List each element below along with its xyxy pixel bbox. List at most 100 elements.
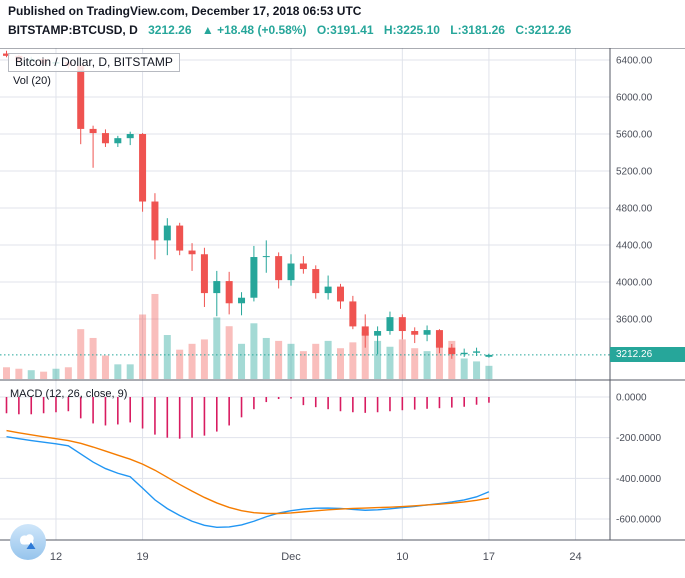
symbol-name[interactable]: BITSTAMP:BTCUSD, D <box>8 23 138 37</box>
volume-bar <box>275 340 283 379</box>
candle-body <box>485 354 493 357</box>
open-value: O:3191.41 <box>316 23 374 37</box>
volume-bar <box>374 340 382 379</box>
macd-line <box>6 435 490 529</box>
candle-body <box>287 263 295 281</box>
close-value: C:3212.26 <box>515 23 572 37</box>
candle-body <box>250 257 258 298</box>
macd-axis-label: 0.0000 <box>616 393 647 404</box>
volume-bar <box>114 364 122 379</box>
volume-bar <box>336 348 344 379</box>
main-series-legend[interactable]: Bitcoin / Dollar, D, BITSTAMP <box>8 53 180 72</box>
candle-body <box>473 351 481 353</box>
tradingview-logo[interactable] <box>10 524 46 560</box>
candle-body <box>448 347 456 355</box>
candle-body <box>324 286 332 294</box>
grid-lines <box>0 48 610 540</box>
volume-bar <box>225 326 233 379</box>
price-axis-label: 4800.00 <box>616 204 653 215</box>
candle-body <box>101 133 109 144</box>
volume-bar <box>361 332 369 379</box>
price-axis-label: 5200.00 <box>616 167 653 178</box>
volume-bar <box>176 349 184 379</box>
time-axis-labels: 12 19 Dec 10 17 24 <box>50 551 582 563</box>
volume-bar <box>3 367 10 379</box>
last-price-value: 3212.26 <box>148 23 192 37</box>
volume-bar <box>15 368 23 379</box>
price-axis-label: 3600.00 <box>616 315 653 326</box>
volume-bar <box>188 343 196 379</box>
macd-histogram <box>5 397 490 439</box>
volume-bar <box>262 337 270 379</box>
volume-bar <box>324 340 332 379</box>
candle-body <box>89 128 97 134</box>
volume-bar <box>299 351 307 379</box>
time-axis-label: 24 <box>569 551 581 563</box>
time-axis-label: Dec <box>281 551 301 563</box>
volume-bar <box>435 343 443 379</box>
candle-body <box>460 352 468 355</box>
published-line: Published on TradingView.com, December 1… <box>8 4 362 18</box>
chart-borders <box>0 48 685 541</box>
macd-axis-label: -400.0000 <box>616 474 661 485</box>
candle-body <box>398 317 406 332</box>
volume-bar <box>163 335 171 379</box>
time-axis-label: 10 <box>396 551 408 563</box>
candle-body <box>262 256 270 258</box>
volume-indicator-legend[interactable]: Vol (20) <box>13 75 51 87</box>
candle-body <box>238 297 246 304</box>
price-axis-label: 6000.00 <box>616 93 653 104</box>
macd-indicator-legend[interactable]: MACD (12, 26, close, 9) <box>10 388 128 400</box>
volume-bar <box>238 343 246 379</box>
tradingview-logo-icon <box>19 534 36 549</box>
candle-body <box>225 281 233 304</box>
volume-bar <box>485 365 493 379</box>
price-axis-label: 4000.00 <box>616 278 653 289</box>
price-axis-label: 4400.00 <box>616 241 653 252</box>
high-value: H:3225.10 <box>383 23 440 37</box>
symbol-info-bar: BITSTAMP:BTCUSD, D 3212.26 ▲ +18.48 (+0.… <box>8 23 578 37</box>
candle-body <box>139 134 147 202</box>
time-axis-label: 12 <box>50 551 62 563</box>
price-axis-label: 5600.00 <box>616 130 653 141</box>
candle-body <box>312 269 320 294</box>
volume-bar <box>64 367 72 379</box>
candle-body <box>275 256 283 281</box>
volume-bar <box>52 368 60 379</box>
price-chart-canvas[interactable]: 6400.00 6000.00 5600.00 5200.00 4800.00 4400.… <box>0 48 685 578</box>
price-axis-labels: 6400.00 6000.00 5600.00 5200.00 4800.00 4400.… <box>616 56 661 526</box>
time-axis-label: 19 <box>136 551 148 563</box>
candle-body <box>374 331 382 336</box>
candle-body <box>3 53 10 56</box>
volume-bar <box>386 346 394 379</box>
candle-body <box>361 326 369 336</box>
volume-bar <box>398 339 406 379</box>
volume-bar <box>27 370 35 379</box>
volume-bar <box>40 371 48 379</box>
candle-body <box>176 225 184 251</box>
macd-axis-label: -200.0000 <box>616 433 661 444</box>
volume-bar <box>89 337 97 379</box>
volume-bar <box>126 364 134 379</box>
low-value: L:3181.26 <box>450 23 505 37</box>
candle-body <box>151 201 159 241</box>
volume-bar <box>423 351 431 379</box>
volume-bar <box>200 339 208 379</box>
candle-body <box>213 281 221 294</box>
signal-line <box>6 429 490 515</box>
candle-body <box>163 225 171 241</box>
price-change-value: ▲ +18.48 (+0.58%) <box>201 23 307 37</box>
volume-bar <box>151 293 159 379</box>
price-axis-label: 6400.00 <box>616 56 653 67</box>
volume-bar <box>411 348 419 379</box>
volume-bar <box>139 314 147 379</box>
candle-body <box>200 254 208 294</box>
candle-body <box>411 331 419 335</box>
last-price-axis-label: 3212.26 <box>610 347 685 362</box>
candle-body <box>126 134 134 139</box>
candle-body <box>77 65 85 129</box>
candle-body <box>299 263 307 270</box>
candle-body <box>336 286 344 302</box>
macd-axis-label: -600.0000 <box>616 514 661 525</box>
